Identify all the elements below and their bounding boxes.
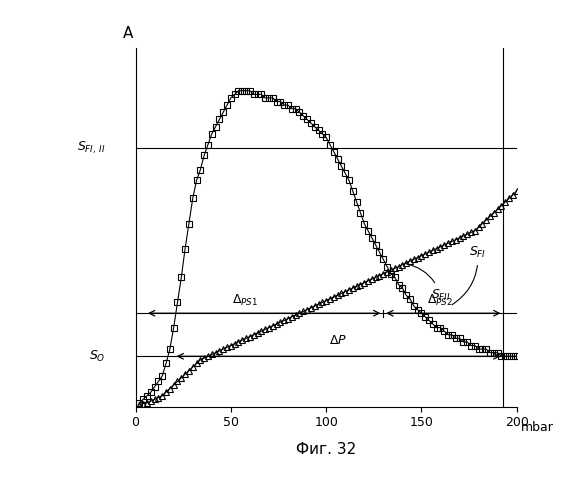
Text: $\Delta_{PS2}$: $\Delta_{PS2}$ [427, 292, 453, 308]
Text: $S_{FI}$: $S_{FI}$ [452, 245, 486, 304]
Text: Фиг. 32: Фиг. 32 [296, 442, 356, 458]
Text: A: A [123, 26, 133, 40]
Text: mbar: mbar [521, 421, 554, 434]
Text: $\Delta_{PS1}$: $\Delta_{PS1}$ [232, 292, 258, 308]
Text: $S_{FII}$: $S_{FII}$ [405, 264, 451, 303]
Text: $S_O$: $S_O$ [89, 348, 105, 364]
Text: $S_{FI,\,II}$: $S_{FI,\,II}$ [77, 140, 105, 156]
Text: $\Delta P$: $\Delta P$ [329, 334, 348, 347]
